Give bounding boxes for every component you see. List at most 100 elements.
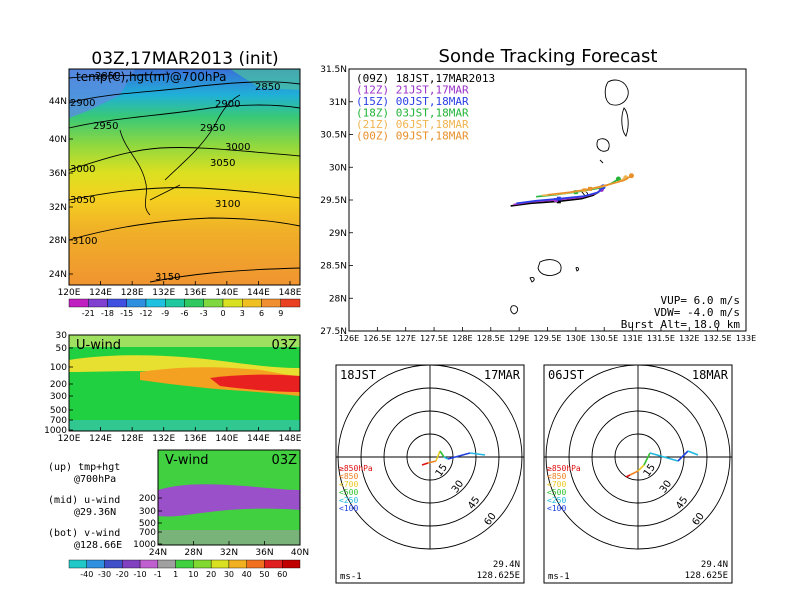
x-tick-label: 148E: [279, 434, 302, 444]
contour-label: 3000: [70, 164, 95, 175]
track-panel: Sonde Tracking Forecast (09Z) 18JST,17MA…: [320, 46, 756, 343]
x-tick-label: 128E: [121, 288, 144, 298]
colorbar-label: -12: [139, 309, 152, 318]
y-tick-label: 300: [139, 507, 156, 517]
temp-map-y-ticks: 24N 28N 32N 36N 40N 44N: [49, 97, 73, 280]
y-tick-label: 1000: [133, 540, 156, 550]
y-tick-label: 300: [50, 392, 67, 402]
x-tick-label: 127E: [396, 334, 416, 343]
x-tick-label: 131.5E: [647, 334, 675, 343]
contour-label: 3150: [155, 272, 180, 283]
colorbar-label: 20: [206, 570, 216, 579]
y-tick-label: 100: [50, 363, 67, 373]
colorbar-swatch: [282, 559, 301, 569]
track-legend-entry: (21Z) 06JST,18MAR: [356, 118, 469, 131]
x-tick-label: 130E: [566, 334, 586, 343]
x-tick-label: 120E: [58, 288, 81, 298]
colorbar-label: -21: [82, 309, 95, 318]
hodograph-level-label: <500: [339, 488, 358, 497]
hodograph-lat: 29.4N: [493, 560, 520, 570]
x-tick-label: 129.5E: [534, 334, 562, 343]
track-x-ticks: 126E 126.5E 127E 127.5E 128E 128.5E 129E 129.5E…: [339, 327, 756, 343]
hodograph-level-label: ≥850hPa: [339, 464, 373, 473]
colorbar-label: 9: [278, 309, 283, 318]
colorbar-label: 0: [220, 309, 225, 318]
colorbar-swatch: [246, 559, 265, 569]
hodograph-units: ms-1: [340, 572, 362, 582]
track-mark: [556, 199, 561, 204]
cold-region-east: [230, 69, 300, 90]
y-tick-label: 28.5N: [320, 262, 347, 272]
x-tick-label: 40N: [291, 548, 309, 558]
x-tick-label: 132E: [679, 334, 699, 343]
track-end-point: [628, 173, 634, 179]
colorbar-swatch: [122, 559, 141, 569]
hodograph-level-label: <850: [547, 472, 566, 481]
temp-map-title: 03Z,17MAR2013 (init): [91, 49, 278, 69]
y-tick-label: 30.5N: [320, 131, 347, 141]
temp-map-subtitle: temp(C),hgt(m)@700hPa: [76, 70, 227, 84]
colorbar-label: 30: [224, 570, 234, 579]
hodograph-level-label: <700: [339, 480, 358, 489]
colorbar-label: -10: [134, 570, 147, 579]
track-legend-entry: (09Z) 18JST,17MAR2013: [356, 72, 495, 85]
colorbar-label: 50: [259, 570, 269, 579]
track-title: Sonde Tracking Forecast: [439, 46, 658, 67]
colorbar-swatch: [222, 298, 243, 308]
hodograph-title-left: 18JST: [340, 368, 376, 382]
colorbar-swatch: [88, 298, 108, 308]
colorbar-swatch: [228, 559, 247, 569]
x-tick-label: 28N: [184, 548, 202, 558]
hodograph-trace: [439, 450, 445, 458]
track-lines: [510, 173, 634, 207]
track-line: [547, 175, 632, 196]
contour-label: 3050: [210, 158, 235, 169]
colorbar-swatch: [193, 559, 212, 569]
y-tick-label: 30: [56, 331, 68, 341]
colorbar-swatch: [126, 298, 147, 308]
y-tick-label: 27.5N: [320, 327, 347, 337]
hodograph-units: ms-1: [548, 572, 570, 582]
y-tick-label: 40N: [49, 135, 67, 145]
colorbar-swatch: [139, 559, 159, 569]
track-param: Burst Alt= 18.0 km: [621, 318, 741, 331]
contour-label: 2950: [93, 121, 118, 132]
hodograph-trace: [427, 460, 437, 464]
colorbar-swatch: [104, 559, 123, 569]
panel-legend-line: @128.66E: [74, 540, 122, 551]
hodograph-lon: 128.625E: [685, 571, 728, 581]
height-contours: [68, 73, 301, 283]
colorbar-label: 1: [173, 570, 178, 579]
x-tick-label: 129E: [509, 334, 529, 343]
x-tick-label: 126.5E: [363, 334, 391, 343]
cold-region: [69, 69, 135, 118]
track-legend-entry: (15Z) 00JST,18MAR: [356, 95, 469, 108]
x-tick-label: 131E: [622, 334, 642, 343]
x-tick-label: 36N: [255, 548, 273, 558]
y-tick-label: 36N: [49, 169, 67, 179]
u-wind-band: [69, 335, 300, 347]
x-tick-label: 130.5E: [590, 334, 618, 343]
x-tick-label: 127.5E: [420, 334, 448, 343]
colorbar-swatch: [157, 559, 176, 569]
u-wind-title: U-wind: [76, 338, 121, 353]
hodograph-trace: [447, 452, 471, 460]
y-tick-label: 29.5N: [320, 196, 347, 206]
coastline-japan: [164, 94, 241, 181]
x-tick-label: 132.5E: [704, 334, 732, 343]
colorbar-label: -30: [98, 570, 111, 579]
colorbar-swatch: [184, 298, 204, 308]
hodograph-trace: [421, 462, 429, 466]
temp-colorbar: -21 -18 -15 -12 -9 -6 -3 0 3 6 9: [68, 298, 301, 318]
x-tick-label: 144E: [247, 434, 270, 444]
y-tick-label: 32N: [49, 203, 67, 213]
track-legend-entry: (18Z) 03JST,18MAR: [356, 107, 469, 120]
colorbar-swatch: [145, 298, 166, 308]
panel-legend-line: (mid) u-wind: [48, 495, 120, 506]
contour-label: 2950: [200, 123, 225, 134]
y-tick-label: 30N: [329, 163, 347, 173]
hodograph-level-label: <100: [547, 504, 566, 513]
track-mark: [554, 198, 559, 202]
colorbar-label: 6: [259, 309, 264, 318]
